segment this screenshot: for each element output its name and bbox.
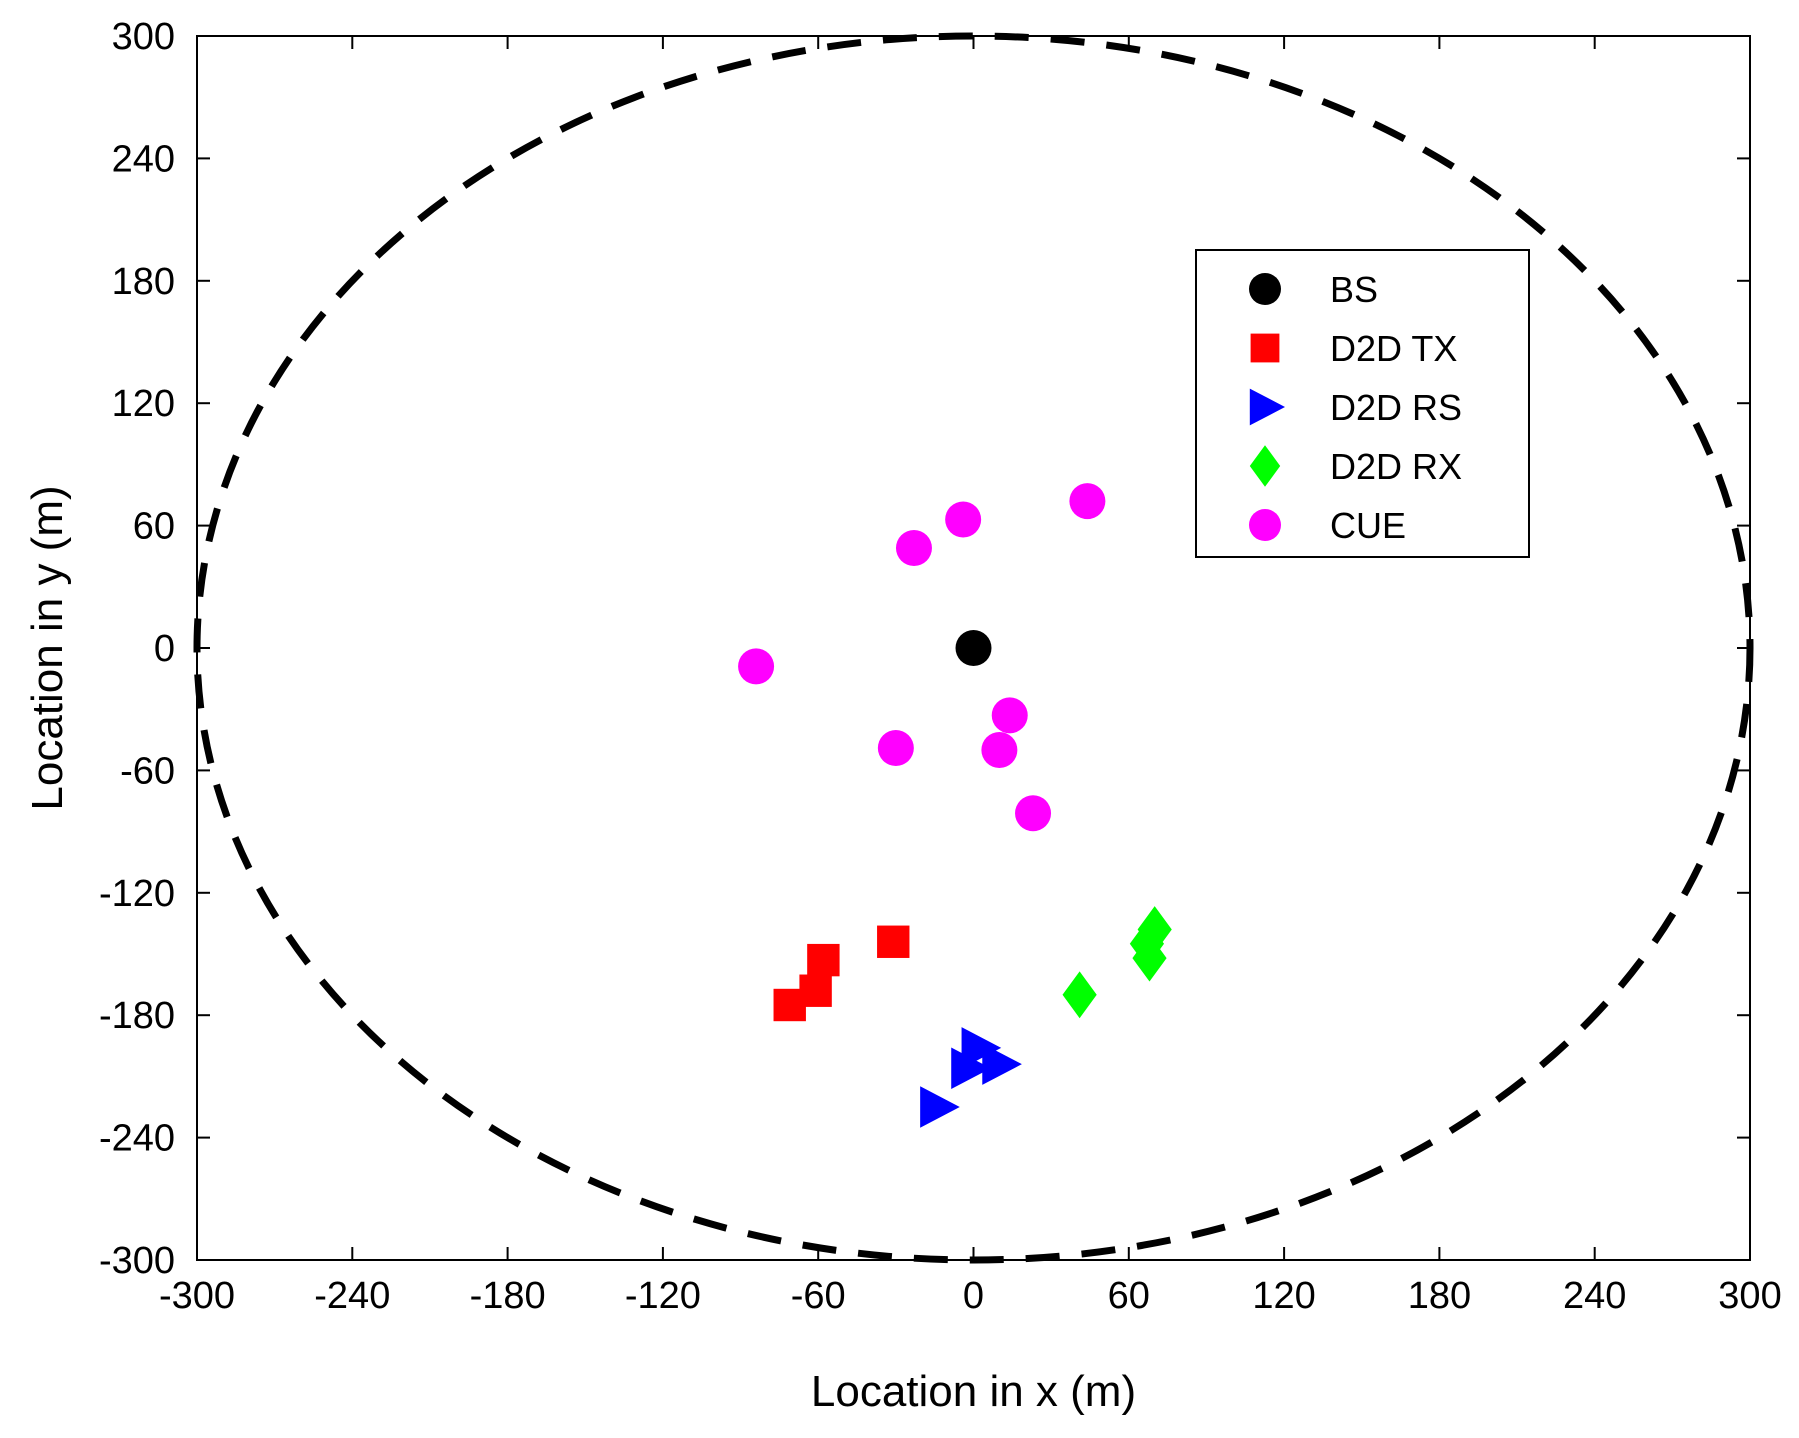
y-tick-label: 300	[112, 16, 175, 58]
legend-label-d2d-tx: D2D TX	[1330, 328, 1457, 369]
x-axis-label: Location in x (m)	[811, 1367, 1136, 1416]
legend-marker-d2d-rs	[1249, 388, 1285, 426]
legend-label-d2d-rs: D2D RS	[1330, 387, 1462, 428]
legend-label-d2d-rx: D2D RX	[1330, 446, 1462, 487]
cue-point	[981, 732, 1018, 768]
x-tick-label: 60	[1108, 1275, 1150, 1317]
y-tick-label: 180	[112, 261, 175, 303]
x-tick-label: -180	[470, 1275, 546, 1317]
x-tick-label: -60	[791, 1275, 846, 1317]
y-tick-label: -120	[99, 873, 175, 915]
cue-point	[1069, 483, 1106, 520]
y-tick-label: 240	[112, 138, 175, 180]
x-tick-label: 180	[1408, 1275, 1471, 1317]
x-tick-label: -120	[625, 1275, 701, 1317]
d2d-rx-point	[1132, 934, 1167, 982]
cue-point	[895, 530, 932, 567]
d2d-tx-point	[807, 943, 840, 977]
d2d-rs-point	[982, 1043, 1022, 1085]
d2d-rs-point	[920, 1086, 960, 1128]
d2d-rx-point	[1137, 906, 1172, 953]
legend-label-cue: CUE	[1330, 505, 1406, 546]
d2d-tx-point	[877, 925, 910, 958]
bs-point	[955, 630, 992, 666]
cue-point	[877, 729, 914, 766]
legend-label-bs: BS	[1330, 269, 1378, 310]
y-tick-label: 0	[154, 628, 175, 670]
legend-marker-bs	[1249, 273, 1281, 305]
y-axis-label: Location in y (m)	[23, 485, 72, 810]
x-tick-label: -240	[314, 1275, 390, 1317]
legend-marker-d2d-tx	[1250, 333, 1280, 363]
x-tick-label: 0	[963, 1275, 984, 1317]
d2d-rx-point	[1062, 971, 1097, 1019]
y-tick-label: -300	[99, 1240, 175, 1282]
cue-point	[738, 648, 775, 685]
y-tick-label: 120	[112, 383, 175, 425]
cue-point	[945, 501, 982, 538]
y-tick-label: -60	[120, 750, 175, 792]
x-tick-label: 240	[1563, 1275, 1626, 1317]
x-tick-label: 300	[1718, 1275, 1781, 1317]
legend: BS D2D TX D2D RS D2D RX CUE	[1195, 249, 1530, 558]
x-tick-label: 120	[1252, 1275, 1315, 1317]
x-tick-label: -300	[159, 1275, 235, 1317]
cue-point	[991, 697, 1028, 734]
y-tick-label: -180	[99, 995, 175, 1037]
y-tick-label: -240	[99, 1118, 175, 1160]
cue-point	[1015, 795, 1052, 832]
legend-marker-d2d-rx	[1249, 445, 1281, 487]
legend-marker-cue	[1249, 509, 1281, 541]
d2d-tx-point	[773, 988, 806, 1022]
d2d-rs-point	[951, 1047, 991, 1089]
y-tick-label: 60	[133, 506, 175, 548]
